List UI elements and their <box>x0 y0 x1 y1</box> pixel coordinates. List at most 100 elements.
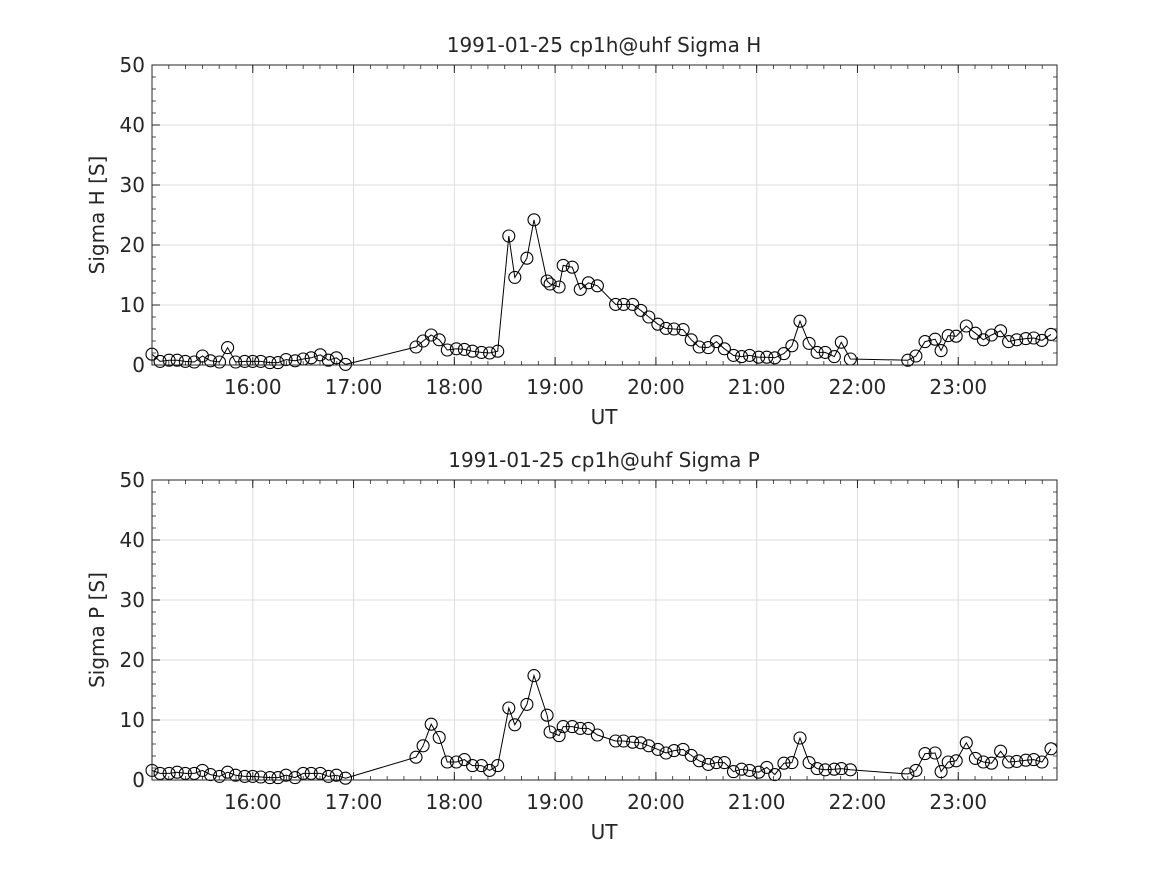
data-point <box>279 353 293 367</box>
data-point <box>221 341 235 355</box>
data-point <box>760 350 774 364</box>
data-point <box>642 739 656 753</box>
data-point <box>810 762 824 776</box>
y-tick-label: 30 <box>120 173 145 197</box>
data-point <box>735 762 749 776</box>
data-point <box>195 349 209 363</box>
data-point <box>565 260 579 274</box>
data-point <box>949 754 963 768</box>
data-point <box>178 766 192 780</box>
data-point <box>153 766 167 780</box>
data-point <box>959 736 973 750</box>
y-axis-label: Sigma P [S] <box>85 572 109 688</box>
data-point <box>1035 333 1049 347</box>
data-point <box>520 697 534 711</box>
data-point <box>502 701 516 715</box>
data-point <box>195 763 209 777</box>
data-point <box>338 357 353 371</box>
data-point <box>909 349 923 363</box>
data-point <box>968 326 982 340</box>
data-point <box>941 329 955 343</box>
data-point <box>659 321 673 335</box>
data-point <box>153 354 167 368</box>
x-tick-label: 17:00 <box>325 790 383 814</box>
data-point <box>491 344 505 358</box>
chart-sigma-h: 16:00 17:00 18:00 19:00 20:00 21:00 22:00 23:00… <box>85 33 1058 429</box>
data-point <box>709 335 723 349</box>
data-point <box>843 763 857 777</box>
data-point <box>483 763 497 777</box>
data-point <box>254 770 268 784</box>
data-point <box>994 744 1008 758</box>
x-tick-label: 23:00 <box>929 790 987 814</box>
data-point <box>440 343 454 357</box>
data-point <box>432 730 446 744</box>
data-point <box>329 351 343 365</box>
data-point <box>827 350 841 364</box>
data-point <box>254 354 268 368</box>
data-point <box>777 347 791 361</box>
data-point <box>313 766 327 780</box>
data-point <box>1019 753 1033 767</box>
y-tick-label: 40 <box>120 113 145 137</box>
data-point <box>508 270 522 284</box>
data-point <box>203 768 218 782</box>
data-point <box>565 720 579 734</box>
y-tick-labels: 0 10 20 30 40 50 <box>120 468 145 792</box>
data-point <box>457 342 471 356</box>
data-point <box>1027 331 1041 345</box>
data-point <box>170 353 184 367</box>
data-point <box>304 766 318 780</box>
data-point <box>552 280 566 294</box>
data-point <box>717 756 731 770</box>
y-tick-label: 0 <box>132 768 145 792</box>
data-point <box>162 353 176 367</box>
data-series <box>145 669 1058 785</box>
y-tick-label: 10 <box>120 293 145 317</box>
plot-frame <box>151 64 1058 366</box>
x-tick-label: 19:00 <box>526 375 584 399</box>
data-point <box>520 251 534 265</box>
data-point <box>752 765 766 779</box>
y-tick-label: 30 <box>120 588 145 612</box>
data-point <box>717 342 731 356</box>
data-point <box>203 354 218 368</box>
y-tick-label: 20 <box>120 233 145 257</box>
data-point <box>449 755 463 769</box>
data-point <box>928 746 942 760</box>
data-point <box>684 333 698 347</box>
data-point <box>540 274 554 288</box>
data-point <box>338 771 353 785</box>
data-point <box>793 731 807 745</box>
data-point <box>263 356 277 370</box>
data-point <box>651 742 665 756</box>
data-point <box>321 769 335 783</box>
data-point <box>1002 335 1016 349</box>
data-point <box>609 734 623 748</box>
y-tick-label: 40 <box>120 528 145 552</box>
data-point <box>229 355 243 369</box>
x-axis-label: UT <box>591 405 619 429</box>
data-point <box>263 771 277 785</box>
data-point <box>785 756 799 770</box>
data-point <box>556 720 570 734</box>
data-point <box>304 351 318 365</box>
data-point <box>692 754 706 768</box>
data-point <box>918 747 932 761</box>
x-tick-label: 18:00 <box>426 375 484 399</box>
data-point <box>1019 332 1033 346</box>
x-tick-labels: 16:00 17:00 18:00 19:00 20:00 21:00 22:00 23:00 <box>224 790 987 814</box>
data-point <box>777 756 791 770</box>
data-point <box>941 755 955 769</box>
data-point <box>959 319 973 333</box>
data-point <box>968 751 982 765</box>
data-point <box>634 303 648 317</box>
data-point <box>667 744 681 758</box>
data-point <box>918 335 932 349</box>
data-point <box>609 297 623 311</box>
data-point <box>1010 754 1024 768</box>
data-point <box>976 333 990 347</box>
x-tick-label: 22:00 <box>829 790 887 814</box>
data-point <box>424 717 438 731</box>
